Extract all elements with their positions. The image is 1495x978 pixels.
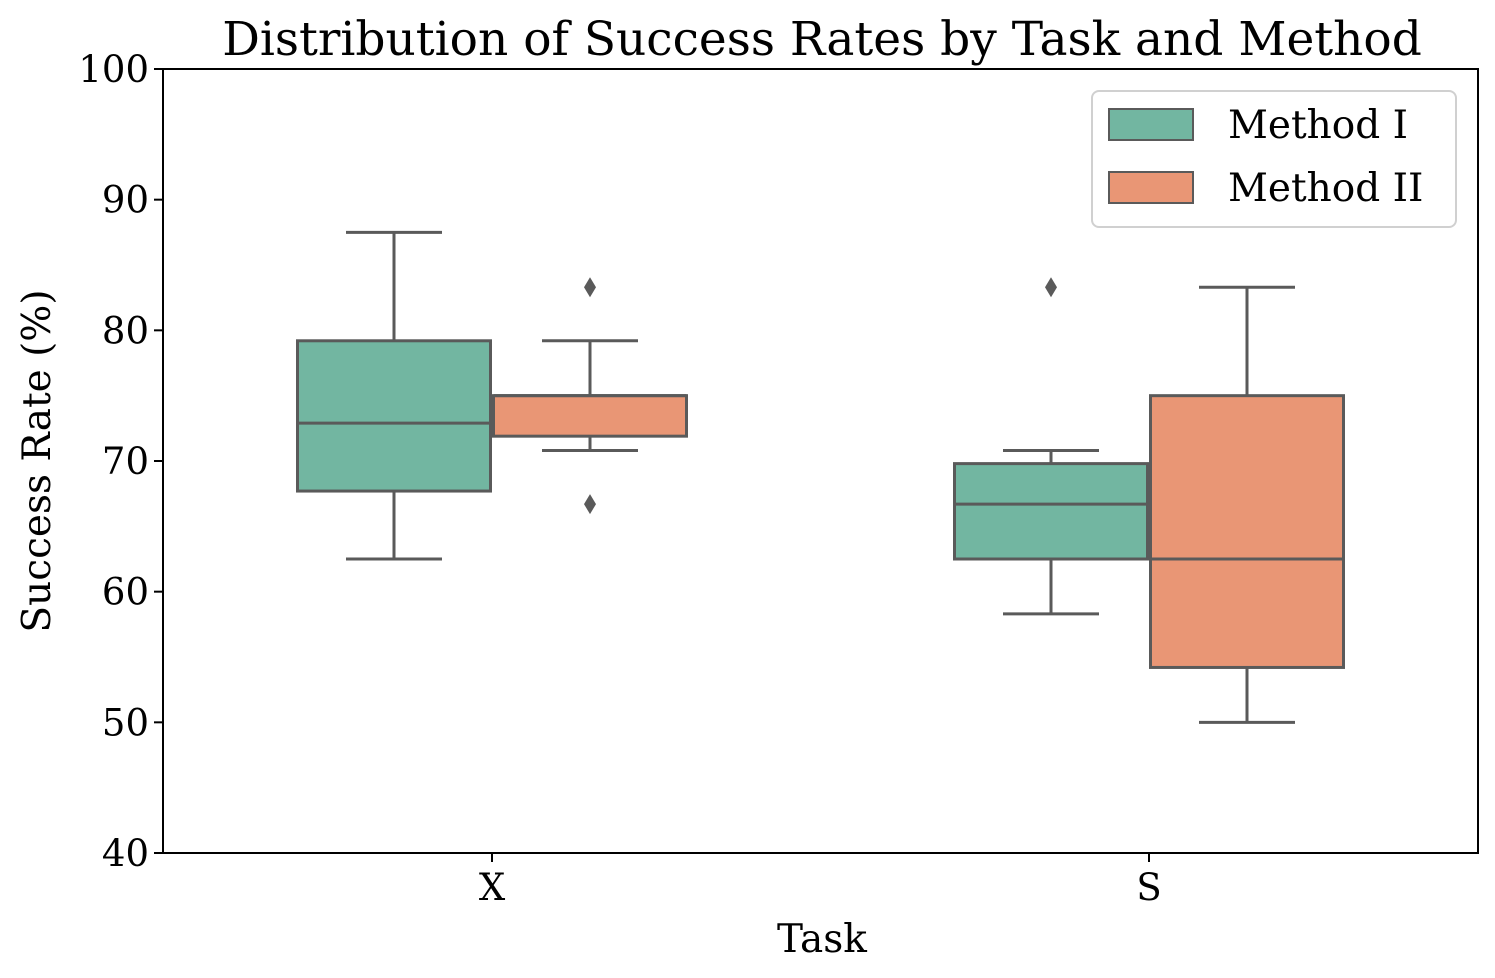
box-method-i-s xyxy=(953,277,1149,616)
legend-label-method-ii: Method II xyxy=(1228,166,1423,211)
y-tick-label-70: 70 xyxy=(102,440,149,483)
legend-label-method-i: Method I xyxy=(1228,103,1408,148)
y-tick-label-90: 90 xyxy=(102,179,149,222)
y-axis-label: Success Rate (%) xyxy=(15,289,60,632)
iqr-box-method-i-s xyxy=(953,462,1149,561)
box-method-ii-x xyxy=(492,277,688,515)
box-method-ii-s xyxy=(1149,285,1345,724)
y-axis: 40 50 60 70 80 90 100 xyxy=(78,48,163,875)
x-axis-label: Task xyxy=(777,917,867,962)
iqr-box-method-i-x xyxy=(296,339,492,493)
legend-swatch-method-i xyxy=(1108,108,1194,141)
y-tick-label-80: 80 xyxy=(102,309,149,352)
x-tick-label-s: S xyxy=(1136,866,1161,909)
boxes-layer xyxy=(296,230,1345,724)
chart-title: Distribution of Success Rates by Task an… xyxy=(222,12,1422,67)
legend-swatch-method-ii xyxy=(1108,171,1194,204)
x-tick-label-x: X xyxy=(479,866,506,909)
iqr-box-method-ii-x xyxy=(492,394,688,438)
y-tick-label-50: 50 xyxy=(102,701,149,744)
box-method-i-x xyxy=(296,230,492,561)
iqr-box-method-ii-s xyxy=(1149,394,1345,669)
y-tick-label-60: 60 xyxy=(102,571,149,614)
outlier-method-ii-x-0 xyxy=(584,277,596,298)
legend: Method I Method II xyxy=(1091,90,1457,228)
outlier-method-i-s-0 xyxy=(1045,277,1057,298)
y-tick-label-100: 100 xyxy=(78,48,149,91)
y-tick-label-40: 40 xyxy=(102,832,149,875)
outlier-method-ii-x-1 xyxy=(584,494,596,515)
